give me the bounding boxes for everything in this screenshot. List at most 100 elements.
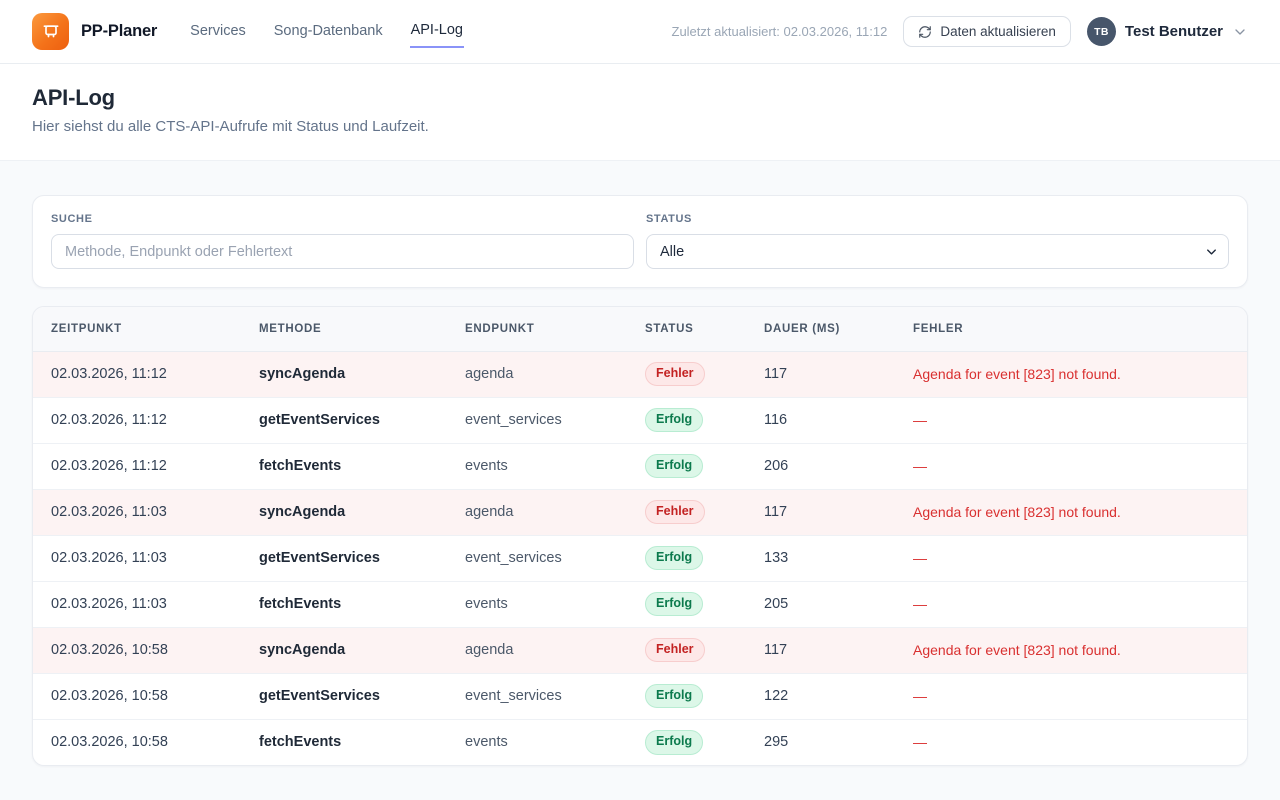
log-method: fetchEvents bbox=[241, 718, 447, 765]
user-menu[interactable]: TB Test Benutzer bbox=[1086, 17, 1248, 46]
log-status-cell: Erfolg bbox=[627, 580, 746, 627]
table-row: 02.03.2026, 11:03 fetchEvents events Erf… bbox=[33, 580, 1247, 627]
status-badge: Erfolg bbox=[645, 407, 704, 433]
column-header-endpunkt: ENDPUNKT bbox=[447, 307, 627, 352]
status-badge: Erfolg bbox=[645, 729, 704, 755]
table-row: 02.03.2026, 11:12 syncAgenda agenda Fehl… bbox=[33, 351, 1247, 397]
log-error: — bbox=[895, 672, 1247, 719]
page-subtitle: Hier siehst du alle CTS-API-Aufrufe mit … bbox=[32, 118, 429, 135]
brand-name: PP-Planer bbox=[81, 22, 158, 40]
table-row: 02.03.2026, 11:03 getEventServices event… bbox=[33, 534, 1247, 581]
topbar-right: Zuletzt aktualisiert: 02.03.2026, 11:12 … bbox=[672, 16, 1249, 47]
log-error: — bbox=[895, 580, 1247, 627]
log-status-cell: Erfolg bbox=[627, 534, 746, 581]
log-error: — bbox=[895, 442, 1247, 489]
log-status-cell: Fehler bbox=[627, 488, 746, 535]
refresh-data-button[interactable]: Daten aktualisieren bbox=[903, 16, 1071, 47]
main-nav: Services Song-Datenbank API-Log bbox=[189, 16, 464, 48]
log-status-cell: Fehler bbox=[627, 351, 746, 397]
log-status-cell: Fehler bbox=[627, 626, 746, 673]
log-timestamp: 02.03.2026, 11:03 bbox=[33, 534, 241, 581]
log-error: Agenda for event [823] not found. bbox=[895, 488, 1247, 535]
log-method: syncAgenda bbox=[259, 366, 346, 382]
log-status-cell: Erfolg bbox=[627, 672, 746, 719]
log-endpoint: event_services bbox=[447, 396, 627, 443]
page-head: API-Log Hier siehst du alle CTS-API-Aufr… bbox=[0, 64, 1280, 161]
log-timestamp: 02.03.2026, 10:58 bbox=[33, 718, 241, 765]
log-table-body: 02.03.2026, 11:12 syncAgenda agenda Fehl… bbox=[33, 351, 1247, 765]
log-timestamp: 02.03.2026, 11:12 bbox=[33, 442, 241, 489]
column-header-status: STATUS bbox=[627, 307, 746, 352]
log-method: getEventServices bbox=[241, 672, 447, 719]
log-status-cell: Erfolg bbox=[627, 396, 746, 443]
log-endpoint: event_services bbox=[447, 672, 627, 719]
log-duration: 205 bbox=[746, 580, 895, 627]
log-timestamp: 02.03.2026, 10:58 bbox=[33, 672, 241, 719]
nav-item-song-datenbank[interactable]: Song-Datenbank bbox=[273, 22, 383, 39]
app-logo bbox=[32, 13, 69, 50]
filter-card: SUCHE STATUS Alle bbox=[32, 195, 1248, 288]
status-field-group: STATUS Alle bbox=[646, 213, 1229, 269]
log-duration: 116 bbox=[746, 396, 895, 443]
log-duration: 122 bbox=[746, 672, 895, 719]
table-row: 02.03.2026, 11:12 fetchEvents events Erf… bbox=[33, 442, 1247, 489]
api-log-table: ZEITPUNKT METHODE ENDPUNKT STATUS DAUER … bbox=[33, 307, 1247, 765]
nav-item-services[interactable]: Services bbox=[190, 22, 246, 39]
log-status-cell: Erfolg bbox=[627, 442, 746, 489]
brand[interactable]: PP-Planer bbox=[32, 13, 157, 50]
log-endpoint: agenda bbox=[465, 366, 514, 382]
log-timestamp: 02.03.2026, 11:12 bbox=[51, 366, 167, 382]
table-row: 02.03.2026, 11:03 syncAgenda agenda Fehl… bbox=[33, 488, 1247, 535]
log-duration: 117 bbox=[746, 488, 895, 535]
log-endpoint: agenda bbox=[447, 488, 627, 535]
log-error: — bbox=[895, 534, 1247, 581]
log-duration: 133 bbox=[746, 534, 895, 581]
log-method: syncAgenda bbox=[241, 626, 447, 673]
log-method: getEventServices bbox=[241, 396, 447, 443]
log-duration: 117 bbox=[764, 366, 788, 382]
log-method: fetchEvents bbox=[241, 580, 447, 627]
top-bar: PP-Planer Services Song-Datenbank API-Lo… bbox=[0, 0, 1280, 64]
log-duration: 117 bbox=[746, 626, 895, 673]
chevron-down-icon bbox=[1232, 24, 1248, 40]
log-timestamp: 02.03.2026, 11:12 bbox=[33, 396, 241, 443]
status-badge: Erfolg bbox=[645, 453, 704, 479]
log-timestamp: 02.03.2026, 11:03 bbox=[33, 580, 241, 627]
log-timestamp: 02.03.2026, 10:58 bbox=[33, 626, 241, 673]
refresh-button-label: Daten aktualisieren bbox=[940, 24, 1056, 39]
log-endpoint: events bbox=[447, 718, 627, 765]
table-row: 02.03.2026, 10:58 syncAgenda agenda Fehl… bbox=[33, 626, 1247, 673]
log-error: Agenda for event [823] not found. bbox=[913, 366, 1121, 382]
log-timestamp: 02.03.2026, 11:03 bbox=[33, 488, 241, 535]
log-method: getEventServices bbox=[241, 534, 447, 581]
status-badge: Erfolg bbox=[645, 545, 704, 571]
table-row: 02.03.2026, 10:58 getEventServices event… bbox=[33, 672, 1247, 719]
api-log-table-card: ZEITPUNKT METHODE ENDPUNKT STATUS DAUER … bbox=[32, 306, 1248, 766]
log-method: fetchEvents bbox=[241, 442, 447, 489]
log-endpoint: events bbox=[447, 580, 627, 627]
status-badge: Fehler bbox=[645, 361, 705, 387]
table-header-row: ZEITPUNKT METHODE ENDPUNKT STATUS DAUER … bbox=[33, 307, 1247, 352]
log-endpoint: agenda bbox=[447, 626, 627, 673]
page-title: API-Log bbox=[32, 85, 115, 110]
avatar: TB bbox=[1086, 17, 1116, 46]
log-endpoint: events bbox=[447, 442, 627, 489]
column-header-methode: METHODE bbox=[241, 307, 447, 352]
log-error: — bbox=[895, 396, 1247, 443]
status-badge: Erfolg bbox=[645, 683, 704, 709]
main-content: SUCHE STATUS Alle ZEITPUNKT bbox=[0, 161, 1280, 766]
status-select[interactable]: Alle bbox=[646, 234, 1229, 269]
status-badge: Fehler bbox=[645, 637, 705, 663]
nav-item-api-log[interactable]: API-Log bbox=[409, 16, 464, 48]
column-header-fehler: FEHLER bbox=[895, 307, 1247, 352]
refresh-icon bbox=[919, 25, 932, 38]
presentation-icon bbox=[43, 24, 59, 37]
log-endpoint: event_services bbox=[447, 534, 627, 581]
table-row: 02.03.2026, 11:12 getEventServices event… bbox=[33, 396, 1247, 443]
search-field-group: SUCHE bbox=[51, 213, 634, 269]
search-input[interactable] bbox=[51, 234, 634, 269]
status-badge: Erfolg bbox=[645, 591, 704, 617]
log-status-cell: Erfolg bbox=[627, 718, 746, 765]
column-header-zeitpunkt: ZEITPUNKT bbox=[33, 307, 241, 352]
log-method: syncAgenda bbox=[241, 488, 447, 535]
